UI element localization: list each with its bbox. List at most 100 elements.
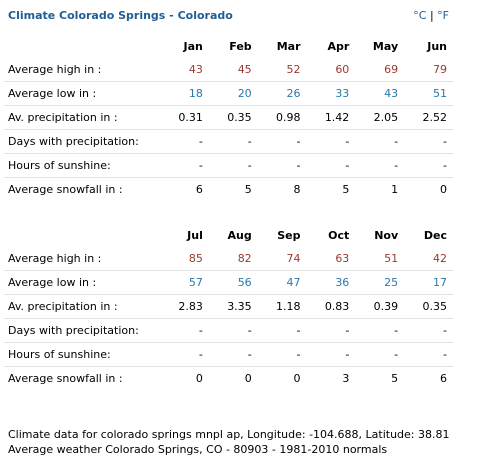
fahrenheit-link[interactable]: °F [437,9,449,22]
precip-value: 0.98 [257,105,307,130]
month-header-row: Jul Aug Sep Oct Nov Dec [4,223,453,247]
month-header: Mar [276,39,301,53]
precip-value: 2.83 [160,294,209,319]
precip-days-value: - [404,318,453,343]
low-value: 47 [257,270,307,295]
low-value: 25 [355,270,405,295]
precip-days-value: - [208,318,258,343]
month-header: Sep [277,228,301,242]
low-value: 51 [404,81,453,106]
sunshine-row: Hours of sunshine: - - - - - - [4,153,453,178]
high-value: 45 [237,63,252,76]
sunshine-value: - [404,153,453,178]
snowfall-value: 8 [257,177,307,201]
snowfall-row: Average snowfall in : 0 0 0 3 5 6 [4,366,453,390]
row-label: Days with precipitation: [4,318,161,343]
row-label: Average high in : [8,252,102,265]
month-header: Oct [328,228,350,242]
high-value: 82 [237,252,252,265]
high-value: 74 [286,252,301,265]
low-value: 43 [355,81,405,106]
low-value: 56 [208,270,258,295]
precip-value: 2.52 [404,105,453,130]
month-header: Jun [427,39,447,53]
sunshine-value: - [257,342,307,367]
row-label: Av. precipitation in : [4,294,161,319]
precipitation-row: Av. precipitation in : 2.83 3.35 1.18 0.… [4,294,453,319]
unit-switch: °C | °F [413,9,449,22]
average-low-row: Average low in : 57 56 47 36 25 17 [4,270,453,295]
row-label: Hours of sunshine: [4,153,161,178]
snowfall-value: 6 [404,366,453,390]
month-header: Aug [227,228,252,242]
precip-value: 0.39 [355,294,405,319]
average-high-row: Average high in : 85 82 74 63 51 42 [4,247,453,271]
precip-days-value: - [257,129,307,154]
row-label: Hours of sunshine: [4,342,161,367]
row-label: Average snowfall in : [4,177,161,201]
precip-value: 1.42 [306,105,356,130]
high-value: 60 [335,63,350,76]
average-high-row: Average high in : 43 45 52 60 69 79 [4,58,453,82]
high-value: 79 [433,63,447,76]
precip-days-row: Days with precipitation: - - - - - - [4,129,453,154]
snowfall-value: 0 [160,366,209,390]
high-value: 51 [384,252,399,265]
sunshine-value: - [257,153,307,178]
precip-value: 1.18 [257,294,307,319]
high-value: 63 [335,252,350,265]
precip-value: 0.35 [208,105,258,130]
high-value: 42 [433,252,447,265]
low-value: 57 [160,270,209,295]
precip-days-value: - [208,129,258,154]
sunshine-value: - [355,153,405,178]
header-spacer [4,34,160,58]
sunshine-value: - [160,342,209,367]
header: Climate Colorado Springs - Colorado °C |… [8,9,449,25]
precipitation-row: Av. precipitation in : 0.31 0.35 0.98 1.… [4,105,453,130]
precip-value: 3.35 [208,294,258,319]
snowfall-value: 3 [306,366,356,390]
snowfall-value: 0 [404,177,453,201]
sunshine-value: - [355,342,405,367]
high-value: 69 [384,63,399,76]
high-value: 43 [188,63,203,76]
snowfall-value: 5 [355,366,405,390]
sunshine-value: - [208,153,258,178]
unit-separator: | [429,9,434,22]
low-value: 20 [208,81,258,106]
precip-days-value: - [355,129,405,154]
month-header: Feb [229,39,252,53]
high-value: 52 [286,63,301,76]
row-label: Average low in : [4,270,161,295]
precip-value: 2.05 [355,105,405,130]
climate-table-jan-jun: Jan Feb Mar Apr May Jun Average high in … [4,34,453,201]
row-label: Av. precipitation in : [4,105,161,130]
page-title: Climate Colorado Springs - Colorado [8,9,233,22]
average-low-row: Average low in : 18 20 26 33 43 51 [4,81,453,106]
sunshine-value: - [404,342,453,367]
footer-normals-line: Average weather Colorado Springs, CO - 8… [8,443,388,456]
snowfall-value: 6 [160,177,209,201]
low-value: 18 [160,81,209,106]
month-header: Jul [187,228,203,242]
header-spacer [4,223,160,247]
climate-table-jul-dec: Jul Aug Sep Oct Nov Dec Average high in … [4,223,453,390]
row-label: Average high in : [8,63,102,76]
snowfall-value: 5 [208,177,258,201]
precip-days-value: - [306,318,356,343]
month-header-row: Jan Feb Mar Apr May Jun [4,34,453,58]
month-header: Jan [183,39,203,53]
month-header: Nov [374,228,399,242]
month-header: Apr [327,39,350,53]
low-value: 26 [257,81,307,106]
precip-days-value: - [355,318,405,343]
low-value: 36 [306,270,356,295]
precip-days-value: - [257,318,307,343]
celsius-link[interactable]: °C [413,9,427,22]
sunshine-value: - [160,153,209,178]
footer-location-line: Climate data for colorado springs mnpl a… [8,428,450,441]
sunshine-row: Hours of sunshine: - - - - - - [4,342,453,367]
precip-days-value: - [160,318,209,343]
